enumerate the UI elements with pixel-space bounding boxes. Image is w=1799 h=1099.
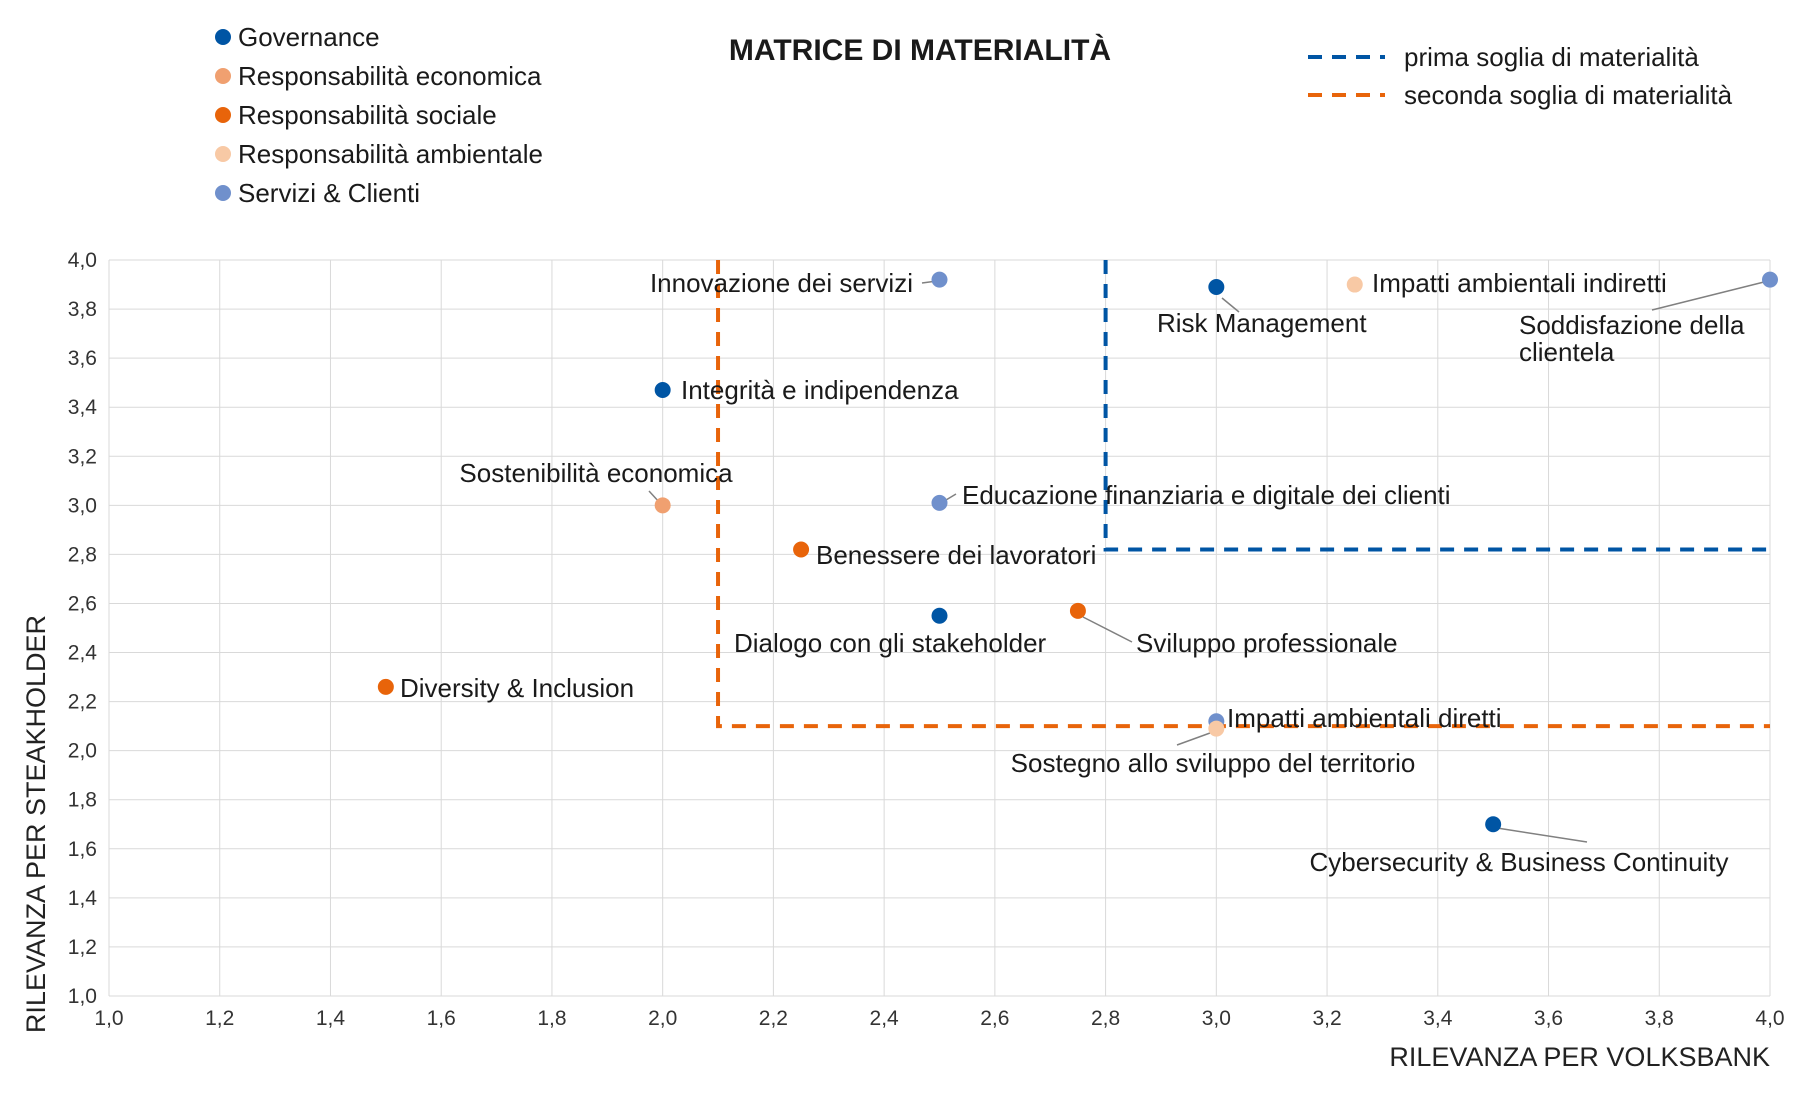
y-tick-label: 4,0	[68, 249, 97, 272]
legend-marker	[215, 146, 231, 162]
first-threshold-line	[1103, 260, 1770, 552]
y-tick-label: 3,6	[68, 347, 97, 370]
x-tick-label: 3,4	[1423, 1007, 1453, 1030]
point-label: Soddisfazione della clientela	[1519, 310, 1745, 367]
legend-marker	[215, 29, 231, 45]
legend-marker	[215, 68, 231, 84]
leader-line	[1221, 297, 1240, 313]
point-label: Risk Management	[1157, 308, 1367, 338]
data-point	[654, 497, 671, 514]
second-threshold-line	[716, 260, 1770, 729]
leader-line	[1496, 827, 1588, 843]
data-points	[377, 271, 1778, 833]
y-tick-label: 1,2	[68, 936, 97, 959]
data-point	[1069, 602, 1086, 619]
threshold-lines	[716, 260, 1770, 729]
legend-item-ambientale: Responsabilità ambientale	[238, 139, 543, 169]
point-label: Sviluppo professionale	[1136, 628, 1398, 658]
point-label: Impatti ambientali indiretti	[1372, 268, 1667, 298]
point-label: Diversity & Inclusion	[400, 673, 634, 703]
leader-line	[1651, 280, 1769, 311]
y-tick-label: 2,8	[68, 543, 97, 566]
legend-item-sociale: Responsabilità sociale	[238, 100, 497, 130]
x-tick-label: 2,6	[980, 1007, 1009, 1030]
x-tick-label: 3,2	[1312, 1007, 1341, 1030]
legend: Governance Responsabilità economica Respon…	[215, 22, 1733, 208]
x-tick-label: 2,0	[648, 1007, 677, 1030]
x-tick-label: 1,4	[316, 1007, 346, 1030]
legend-item-governance: Governance	[238, 22, 380, 52]
y-tick-label: 1,0	[68, 985, 97, 1008]
y-tick-label: 1,4	[68, 887, 98, 910]
data-point	[654, 382, 671, 399]
leader-line	[1082, 616, 1133, 643]
point-label: Cybersecurity & Business Continuity	[1309, 847, 1728, 877]
data-point	[1208, 278, 1225, 295]
x-tick-label: 2,8	[1091, 1007, 1120, 1030]
y-tick-label: 2,2	[68, 691, 97, 714]
y-axis-title: RILEVANZA PER STEAKHOLDER	[21, 615, 51, 1033]
x-tick-label: 3,8	[1645, 1007, 1674, 1030]
point-label: Educazione finanziaria e digitale dei cl…	[962, 480, 1451, 510]
y-tick-label: 3,0	[68, 494, 97, 517]
data-point	[1208, 720, 1225, 737]
y-tick-label: 1,6	[68, 838, 97, 861]
legend-marker	[215, 107, 231, 123]
x-tick-label: 1,6	[427, 1007, 456, 1030]
x-axis-title: RILEVANZA PER VOLKSBANK	[1389, 1042, 1770, 1072]
x-tick-label: 2,2	[759, 1007, 788, 1030]
data-point	[931, 607, 948, 624]
y-tick-label: 1,8	[68, 789, 97, 812]
data-point	[931, 494, 948, 511]
x-tick-label: 1,2	[205, 1007, 234, 1030]
y-tick-label: 2,6	[68, 592, 97, 615]
legend-item-economica: Responsabilità economica	[238, 61, 542, 91]
legend-item-servizi: Servizi & Clienti	[238, 178, 420, 208]
y-tick-label: 3,8	[68, 298, 97, 321]
point-label: Innovazione dei servizi	[650, 268, 913, 298]
x-tick-label: 2,4	[870, 1007, 900, 1030]
data-point	[377, 678, 394, 695]
legend-threshold-label: prima soglia di materialità	[1404, 42, 1699, 72]
x-tick-label: 3,6	[1534, 1007, 1563, 1030]
y-tick-label: 2,4	[68, 642, 98, 665]
data-point	[1762, 271, 1778, 288]
y-tick-label: 3,2	[68, 445, 97, 468]
x-tick-label: 1,8	[537, 1007, 566, 1030]
data-point	[1485, 816, 1502, 833]
y-tick-label: 2,0	[68, 740, 97, 763]
data-point	[931, 271, 948, 288]
tick-labels: 1,0 1,2 1,4 1,6 1,8 2,0 2,2 2,4 2,6 2,8 3,0 3,2 3,4 3…	[68, 249, 1785, 1030]
point-label: Integrità e indipendenza	[681, 375, 959, 405]
leader-line	[1176, 732, 1211, 746]
x-tick-label: 4,0	[1755, 1007, 1784, 1030]
x-tick-label: 3,0	[1202, 1007, 1231, 1030]
chart-title: MATRICE DI MATERIALITÀ	[729, 33, 1111, 67]
x-tick-label: 1,0	[94, 1007, 123, 1030]
leader-line	[945, 493, 957, 501]
leader-lines	[648, 280, 1769, 843]
point-label: Benessere dei lavoratori	[816, 540, 1096, 570]
point-label: Sostegno allo sviluppo del territorio	[1011, 748, 1416, 778]
point-label: Dialogo con gli stakeholder	[734, 628, 1047, 658]
point-label: Sostenibilità economica	[459, 458, 733, 488]
data-point	[793, 541, 810, 558]
y-tick-label: 3,4	[68, 396, 98, 419]
legend-marker	[215, 185, 231, 201]
legend-threshold-label: seconda soglia di materialità	[1404, 80, 1733, 110]
data-point	[1346, 276, 1363, 293]
point-label: Impatti ambientali diretti	[1227, 703, 1502, 733]
